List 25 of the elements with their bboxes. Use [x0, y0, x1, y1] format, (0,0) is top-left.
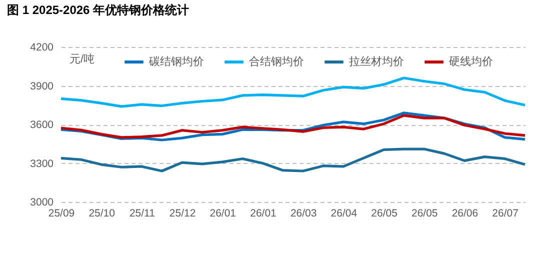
x-tick-label: 26/03	[290, 208, 317, 220]
y-tick-label: 3300	[30, 158, 54, 170]
y-tick-label: 3600	[30, 119, 54, 131]
x-tick-label: 26/05	[411, 208, 438, 220]
y-axis-title: 元/吨	[70, 52, 95, 66]
x-tick-label: 25/10	[88, 208, 116, 220]
legend-label: 碳结钢均价	[148, 55, 204, 68]
y-tick-label: 3000	[30, 196, 54, 208]
x-tick-label: 26/05	[371, 208, 398, 220]
x-tick-label: 26/01	[250, 208, 277, 220]
x-tick-label: 26/01	[210, 208, 236, 220]
x-tick-label: 26/07	[492, 208, 519, 220]
line-series	[60, 76, 526, 108]
legend-label: 拉丝材均价	[349, 55, 404, 68]
line-series	[60, 148, 526, 172]
y-tick-label: 4200	[30, 42, 54, 54]
x-tick-label: 26/04	[330, 208, 358, 220]
legend-label: 硬线均价	[449, 55, 493, 68]
legend-label: 合结钢均价	[249, 55, 304, 68]
x-tick-label: 25/12	[169, 208, 196, 220]
x-tick-label: 26/06	[452, 208, 478, 220]
x-tick-label: 25/09	[48, 208, 75, 220]
y-tick-label: 3900	[30, 80, 54, 92]
chart-title: 图 1 2025-2026 年优特钢价格统计	[7, 3, 190, 17]
x-tick-label: 25/11	[129, 208, 156, 220]
